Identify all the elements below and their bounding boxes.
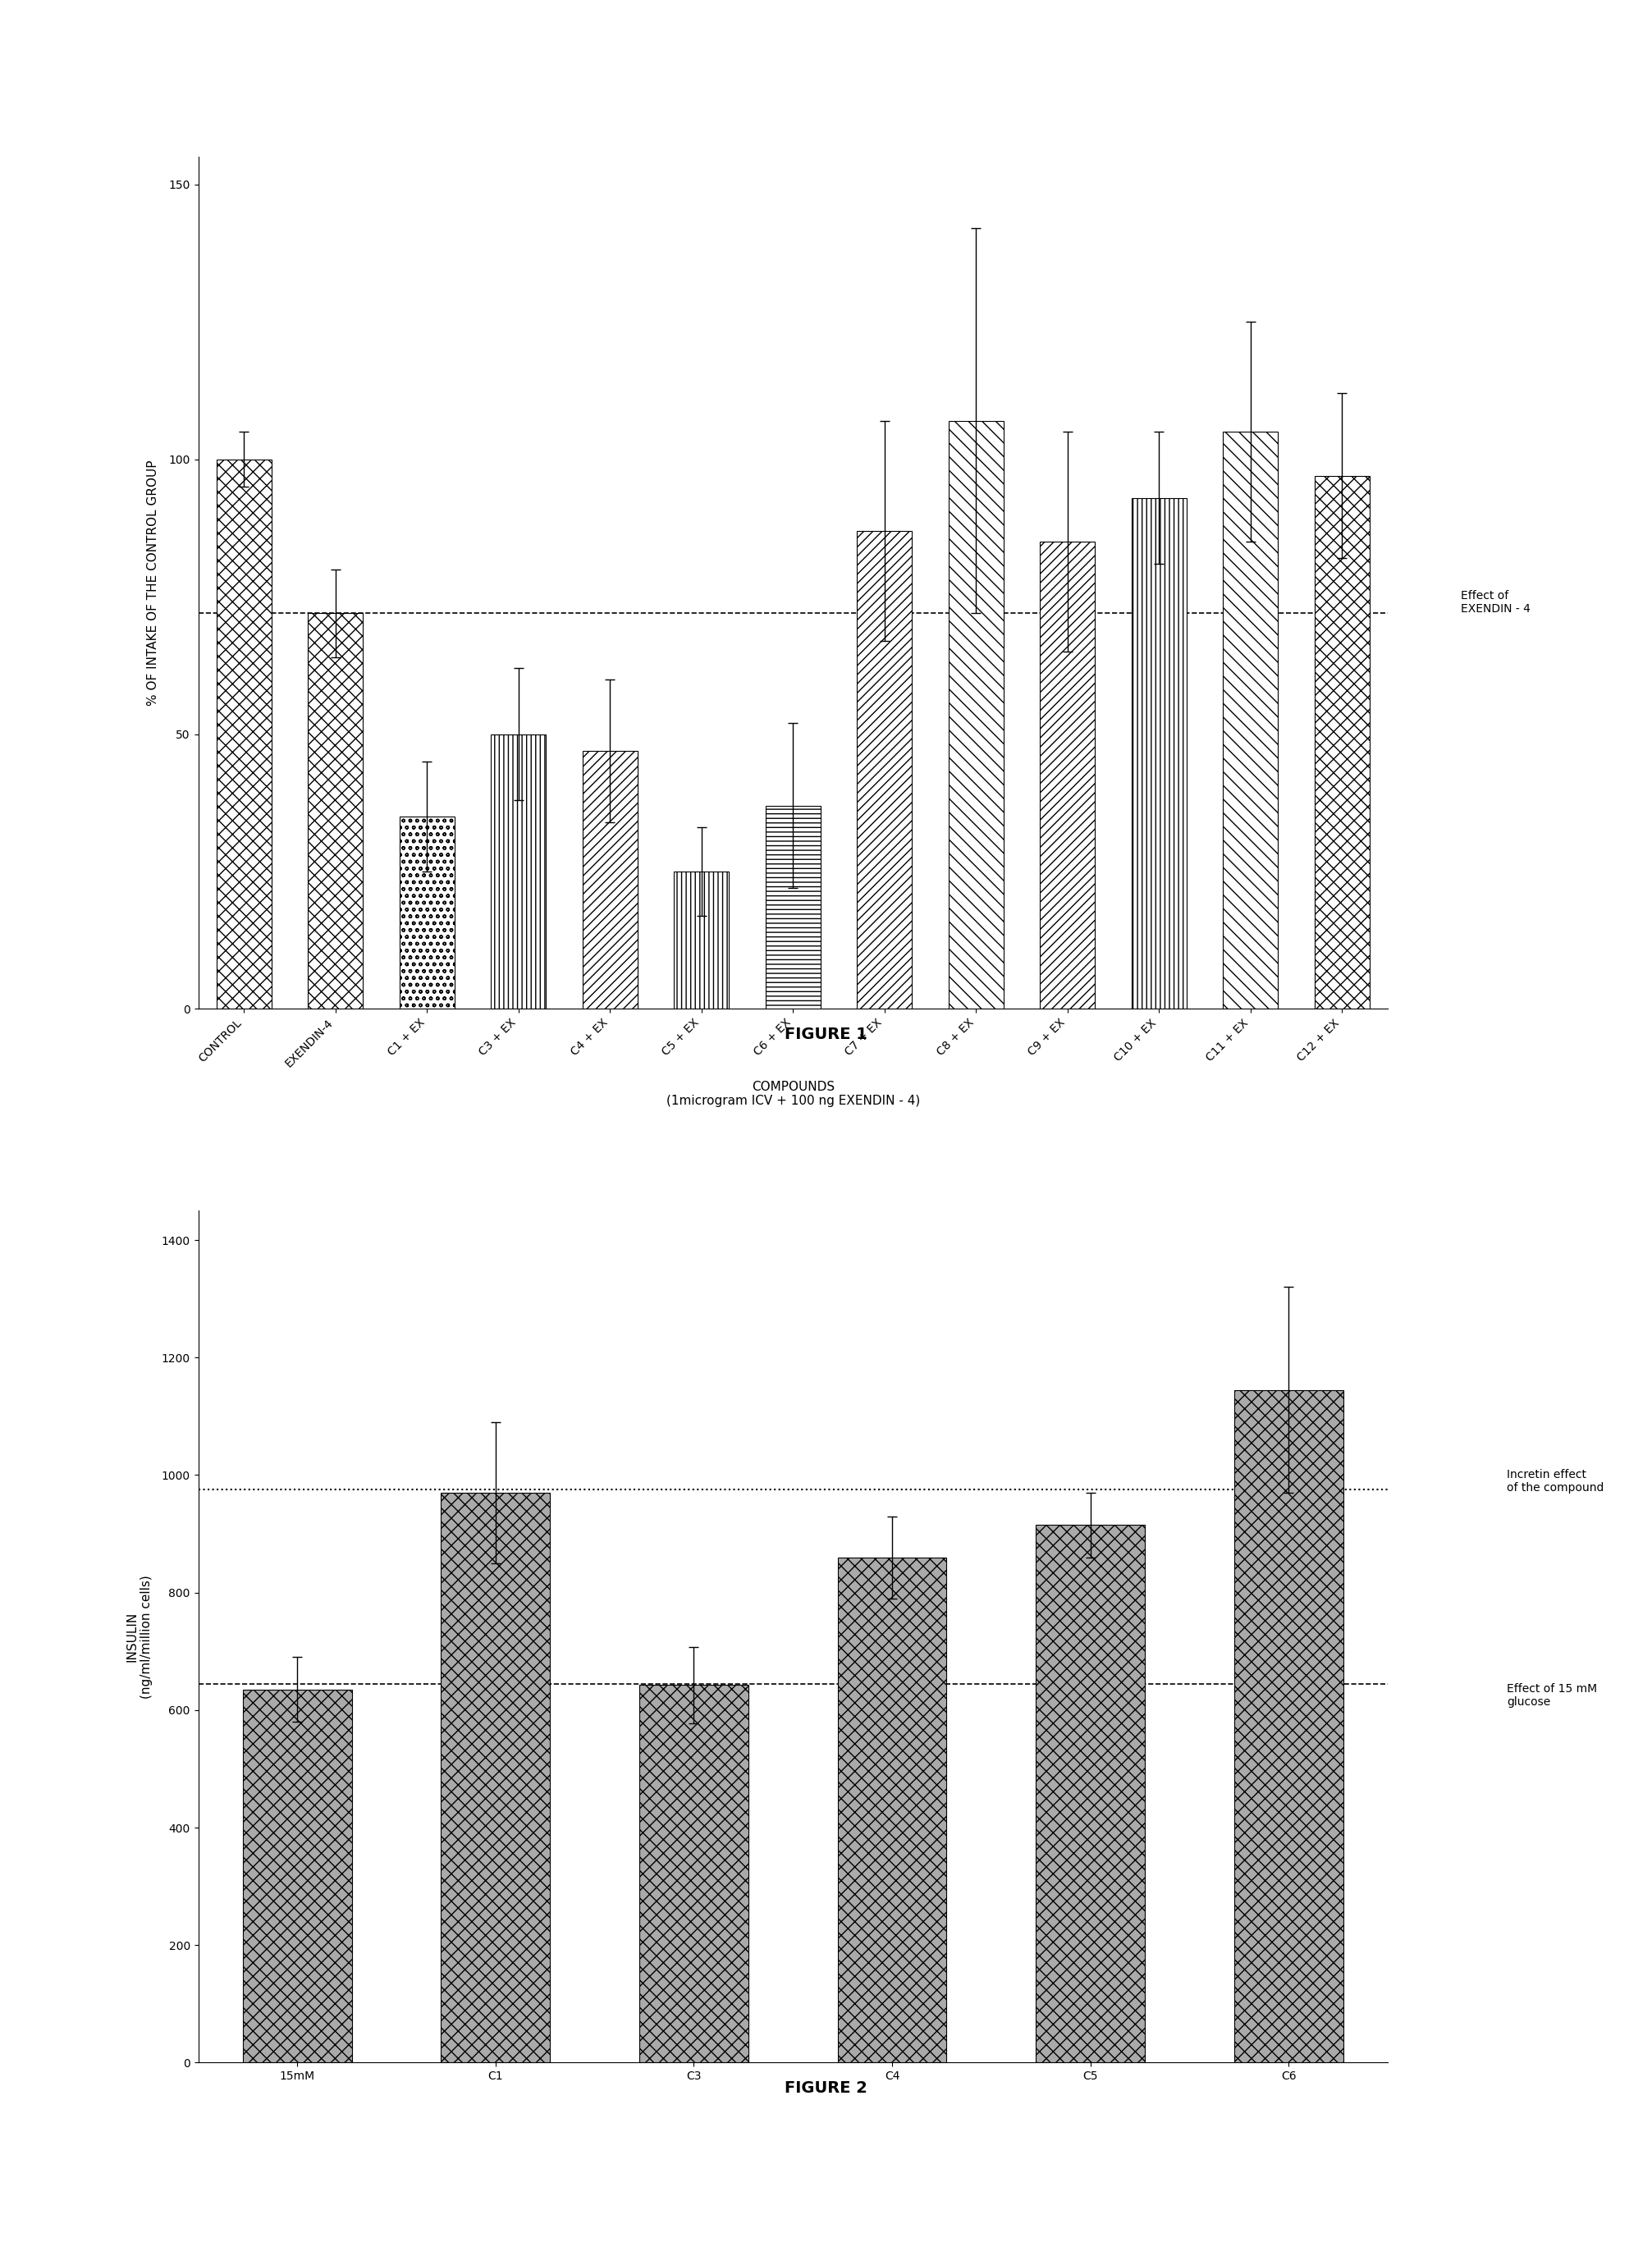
Bar xyxy=(838,1558,947,2063)
Bar xyxy=(491,733,545,1009)
Bar xyxy=(639,1684,748,2063)
Bar xyxy=(857,531,912,1009)
Text: Incretin effect
of the compound: Incretin effect of the compound xyxy=(1507,1469,1604,1493)
Text: FIGURE 1: FIGURE 1 xyxy=(785,1027,867,1043)
Text: Effect of
EXENDIN - 4: Effect of EXENDIN - 4 xyxy=(1460,590,1530,614)
Bar xyxy=(307,612,363,1009)
Text: Effect of 15 mM
glucose: Effect of 15 mM glucose xyxy=(1507,1684,1597,1708)
Text: FIGURE 2: FIGURE 2 xyxy=(785,2081,867,2096)
Bar xyxy=(1315,475,1370,1009)
Y-axis label: % OF INTAKE OF THE CONTROL GROUP: % OF INTAKE OF THE CONTROL GROUP xyxy=(147,460,160,706)
Bar xyxy=(441,1493,550,2063)
Bar xyxy=(243,1690,352,2063)
Bar xyxy=(1132,498,1186,1009)
Bar xyxy=(583,751,638,1009)
Bar xyxy=(216,460,271,1009)
Bar xyxy=(948,421,1003,1009)
X-axis label: COMPOUNDS
(1microgram ICV + 100 ng EXENDIN - 4): COMPOUNDS (1microgram ICV + 100 ng EXEND… xyxy=(666,1081,920,1108)
Bar xyxy=(1036,1525,1145,2063)
Y-axis label: INSULIN
(ng/ml/million cells): INSULIN (ng/ml/million cells) xyxy=(126,1574,152,1699)
Bar xyxy=(1234,1390,1343,2063)
Bar xyxy=(674,872,729,1009)
Bar xyxy=(765,805,821,1009)
Bar xyxy=(1041,543,1095,1009)
Bar xyxy=(1222,433,1279,1009)
Bar xyxy=(400,816,454,1009)
